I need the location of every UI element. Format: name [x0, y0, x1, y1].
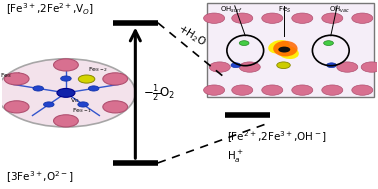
- Ellipse shape: [268, 40, 290, 53]
- Text: V$_O$: V$_O$: [70, 96, 80, 105]
- Circle shape: [327, 63, 336, 68]
- Circle shape: [43, 102, 54, 107]
- Circle shape: [322, 13, 343, 23]
- Text: $-\frac{1}{2}$O$_2$: $-\frac{1}{2}$O$_2$: [143, 82, 175, 104]
- Text: Fe$_{S-1}$: Fe$_{S-1}$: [71, 106, 91, 115]
- Text: Fe$_S$: Fe$_S$: [277, 4, 291, 15]
- Circle shape: [322, 85, 343, 95]
- Ellipse shape: [273, 41, 297, 57]
- Circle shape: [352, 85, 373, 95]
- Text: [3Fe$^{3+}$,O$^{2-}$]: [3Fe$^{3+}$,O$^{2-}$]: [6, 169, 73, 185]
- Text: [Fe$^{3+}$,2Fe$^{2+}$,V$_O$]: [Fe$^{3+}$,2Fe$^{2+}$,V$_O$]: [6, 2, 94, 17]
- Circle shape: [78, 102, 88, 107]
- Text: OH$_{vac}$: OH$_{vac}$: [329, 4, 350, 15]
- Circle shape: [88, 86, 99, 91]
- Circle shape: [239, 62, 260, 72]
- Circle shape: [78, 75, 95, 83]
- Circle shape: [292, 85, 313, 95]
- Circle shape: [33, 86, 43, 91]
- Circle shape: [232, 13, 253, 23]
- Bar: [207, 3, 373, 98]
- Circle shape: [279, 63, 288, 68]
- Ellipse shape: [277, 46, 299, 59]
- Circle shape: [4, 101, 29, 113]
- Circle shape: [239, 41, 249, 46]
- Circle shape: [231, 63, 241, 68]
- Circle shape: [4, 73, 29, 85]
- Circle shape: [204, 13, 225, 23]
- Circle shape: [103, 73, 128, 85]
- Circle shape: [337, 62, 358, 72]
- Circle shape: [277, 62, 290, 69]
- Text: H$^+_a$: H$^+_a$: [227, 149, 244, 165]
- Circle shape: [0, 59, 135, 127]
- Circle shape: [204, 85, 225, 95]
- Circle shape: [209, 62, 230, 72]
- Circle shape: [262, 13, 283, 23]
- Text: Fe$_S$: Fe$_S$: [0, 71, 12, 80]
- Circle shape: [361, 62, 378, 72]
- Circle shape: [352, 13, 373, 23]
- Text: [Fe$^{2+}$,2Fe$^{3+}$,OH$^-$]: [Fe$^{2+}$,2Fe$^{3+}$,OH$^-$]: [227, 130, 327, 145]
- Circle shape: [232, 85, 253, 95]
- Text: Fe$_{S-2}$: Fe$_{S-2}$: [88, 66, 108, 74]
- Circle shape: [54, 115, 78, 127]
- Circle shape: [262, 85, 283, 95]
- Circle shape: [61, 76, 71, 81]
- Circle shape: [57, 88, 75, 97]
- Circle shape: [278, 47, 290, 53]
- Circle shape: [54, 59, 78, 71]
- Circle shape: [292, 13, 313, 23]
- Circle shape: [103, 101, 128, 113]
- Text: OH$_{surf}$: OH$_{surf}$: [220, 4, 242, 15]
- Circle shape: [324, 41, 333, 46]
- Text: +H$_2$O: +H$_2$O: [175, 22, 209, 50]
